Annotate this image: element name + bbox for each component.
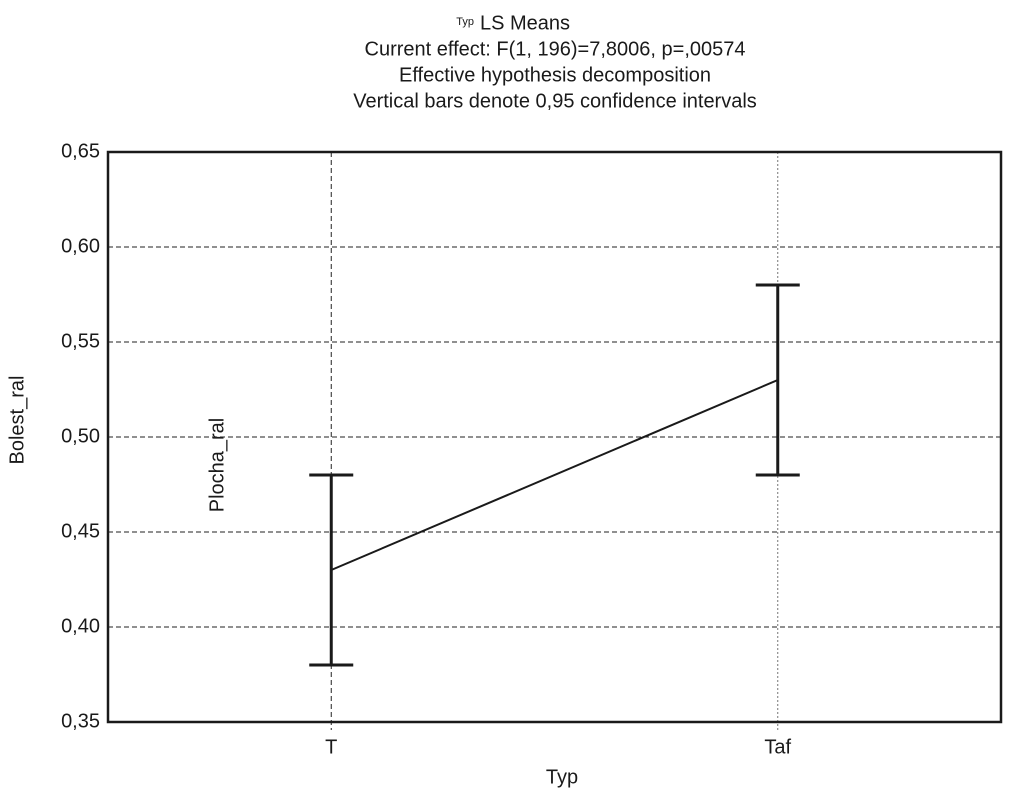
- x-tick-label: Taf: [764, 736, 791, 758]
- y-tick-label: 0,55: [61, 330, 100, 352]
- chart-title: LS Means: [480, 12, 570, 34]
- y-tick-label: 0,40: [61, 615, 100, 637]
- y-tick-label: 0,35: [61, 710, 100, 732]
- subtitle: Current effect: F(1, 196)=7,8006, p=,005…: [365, 38, 746, 60]
- plot-frame: [106, 150, 1003, 724]
- y-tick-label: 0,50: [61, 425, 100, 447]
- y-tick-label: 0,65: [61, 140, 100, 162]
- subtitle: Vertical bars denote 0,95 confidence int…: [353, 90, 757, 112]
- title-prefix: Typ: [456, 16, 474, 28]
- annotation: Plocha_ral: [206, 418, 228, 513]
- error-bar: [755, 283, 800, 477]
- mean-line: [330, 379, 779, 571]
- y-tick-label: 0,45: [61, 520, 100, 542]
- x-axis-label: Typ: [546, 766, 578, 788]
- error-bar: [309, 473, 354, 667]
- subtitle: Effective hypothesis decomposition: [399, 64, 711, 86]
- y-axis-label: Bolest_ral: [6, 376, 28, 465]
- x-tick-label: T: [325, 736, 337, 758]
- y-tick-label: 0,60: [61, 235, 100, 257]
